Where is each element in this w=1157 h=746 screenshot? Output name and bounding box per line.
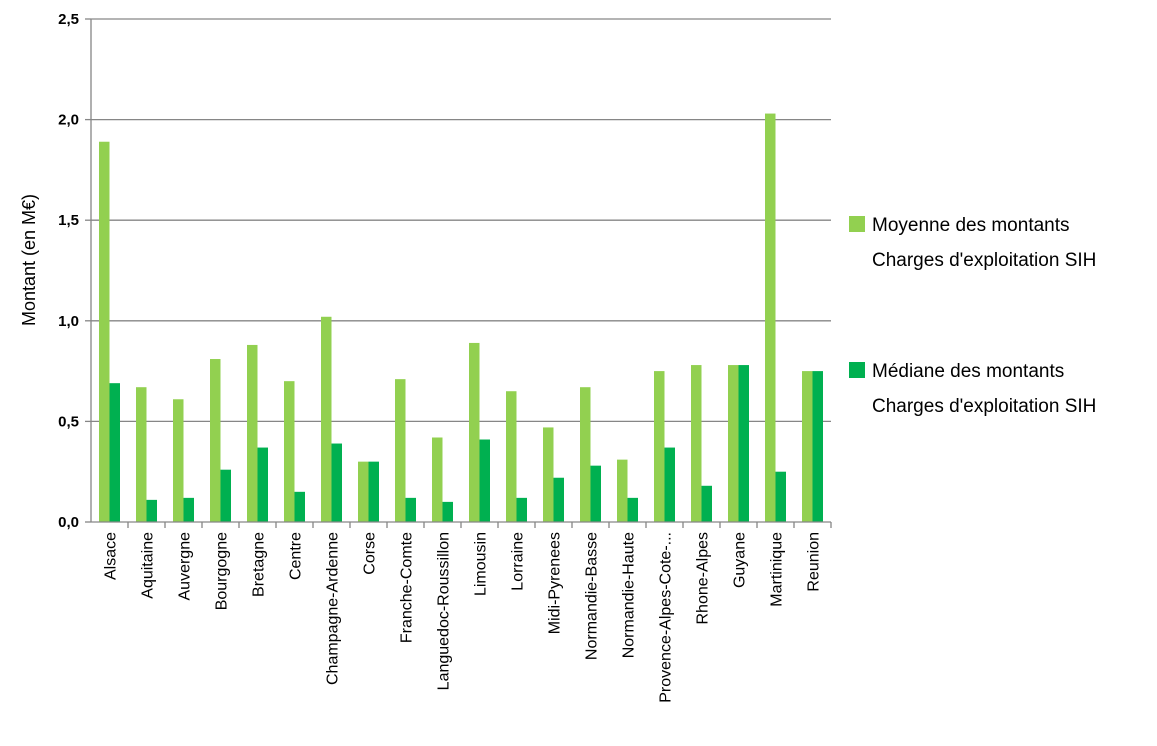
x-tick-label: Bourgogne — [214, 532, 231, 610]
bar-moyenne — [432, 437, 443, 522]
bar-moyenne — [802, 371, 813, 522]
gridlines — [91, 18, 831, 423]
bar-moyenne — [728, 365, 739, 522]
bar-mediane — [516, 497, 527, 522]
bar-moyenne — [321, 316, 332, 522]
bar-moyenne — [284, 381, 295, 522]
x-tick-label: Bretagne — [251, 532, 268, 597]
bar-mediane — [146, 499, 157, 522]
x-tick-label: Rhone-Alpes — [695, 532, 712, 625]
bar-moyenne — [580, 387, 591, 522]
bar-moyenne — [469, 342, 480, 522]
y-tick-label: 0,5 — [58, 413, 79, 430]
bar-mediane — [257, 447, 268, 522]
x-tick-label: Aquitaine — [140, 532, 157, 599]
x-tick-label: Reunion — [806, 532, 823, 592]
bar-mediane — [627, 497, 638, 522]
bar-mediane — [183, 497, 194, 522]
x-tick-label: Martinique — [769, 532, 786, 607]
x-tick-label: Franche-Comte — [399, 532, 416, 643]
bar-mediane — [553, 477, 564, 522]
bar-mediane — [368, 461, 379, 522]
bar-moyenne — [247, 344, 258, 522]
bar-moyenne — [173, 399, 184, 522]
bars — [99, 113, 823, 523]
x-tick-label: Languedoc-Roussillon — [436, 532, 453, 690]
legend-label: Charges d'exploitation SIH — [872, 396, 1096, 417]
y-tick-label: 1,0 — [58, 313, 79, 330]
bar-moyenne — [136, 387, 147, 522]
x-tick-label: Limousin — [473, 532, 490, 596]
bar-moyenne — [654, 371, 665, 522]
x-tick-labels: Alsace Aquitaine Auvergne Bourgogne Bretagne… — [103, 532, 823, 703]
legend-label: Médiane des montants — [872, 361, 1064, 382]
bar-moyenne — [210, 359, 221, 522]
x-tick-label: Alsace — [103, 532, 120, 580]
axes — [85, 18, 832, 528]
bar-moyenne — [358, 461, 369, 522]
bar-mediane — [109, 383, 120, 522]
legend-swatch — [849, 216, 865, 232]
x-tick-label: Provence-Alpes-Cote-... — [658, 532, 675, 703]
y-tick-label: 2,5 — [58, 11, 79, 28]
y-tick-labels: 0,0 0,5 1,0 1,5 2,0 2,5 — [58, 11, 79, 531]
bar-mediane — [701, 485, 712, 522]
bar-moyenne — [691, 365, 702, 522]
bar-mediane — [479, 439, 490, 522]
bar-moyenne — [617, 459, 628, 522]
x-tick-label: Auvergne — [177, 532, 194, 601]
legend-label: Charges d'exploitation SIH — [872, 250, 1096, 271]
legend-label: Moyenne des montants — [872, 215, 1070, 236]
legend: Moyenne des montants Charges d'exploitati… — [849, 215, 1096, 417]
bar-mediane — [331, 443, 342, 522]
x-tick-label: Champagne-Ardenne — [325, 532, 342, 685]
bar-moyenne — [506, 391, 517, 522]
bar-mediane — [294, 491, 305, 522]
legend-swatch — [849, 362, 865, 378]
bar-moyenne — [99, 141, 110, 522]
x-tick-label: Lorraine — [510, 532, 527, 591]
bar-mediane — [220, 469, 231, 522]
y-tick-label: 0,0 — [58, 514, 79, 531]
bar-moyenne — [395, 379, 406, 522]
bar-mediane — [442, 501, 453, 522]
x-tick-label: Normandie-Haute — [621, 532, 638, 658]
bar-mediane — [738, 365, 749, 522]
x-tick-label: Centre — [288, 532, 305, 580]
y-tick-label: 2,0 — [58, 112, 79, 129]
x-tick-label: Corse — [362, 532, 379, 575]
bar-mediane — [812, 371, 823, 522]
x-tick-label: Normandie-Basse — [584, 532, 601, 660]
bar-moyenne — [765, 113, 776, 523]
bar-mediane — [590, 465, 601, 522]
bar-moyenne — [543, 427, 554, 522]
bar-mediane — [405, 497, 416, 522]
bar-mediane — [775, 471, 786, 522]
x-tick-label: Guyane — [732, 532, 749, 588]
x-tick-label: Midi-Pyrenees — [547, 532, 564, 634]
bar-mediane — [664, 447, 675, 522]
y-tick-label: 1,5 — [58, 212, 79, 229]
y-axis-title: Montant (en M€) — [19, 194, 39, 326]
